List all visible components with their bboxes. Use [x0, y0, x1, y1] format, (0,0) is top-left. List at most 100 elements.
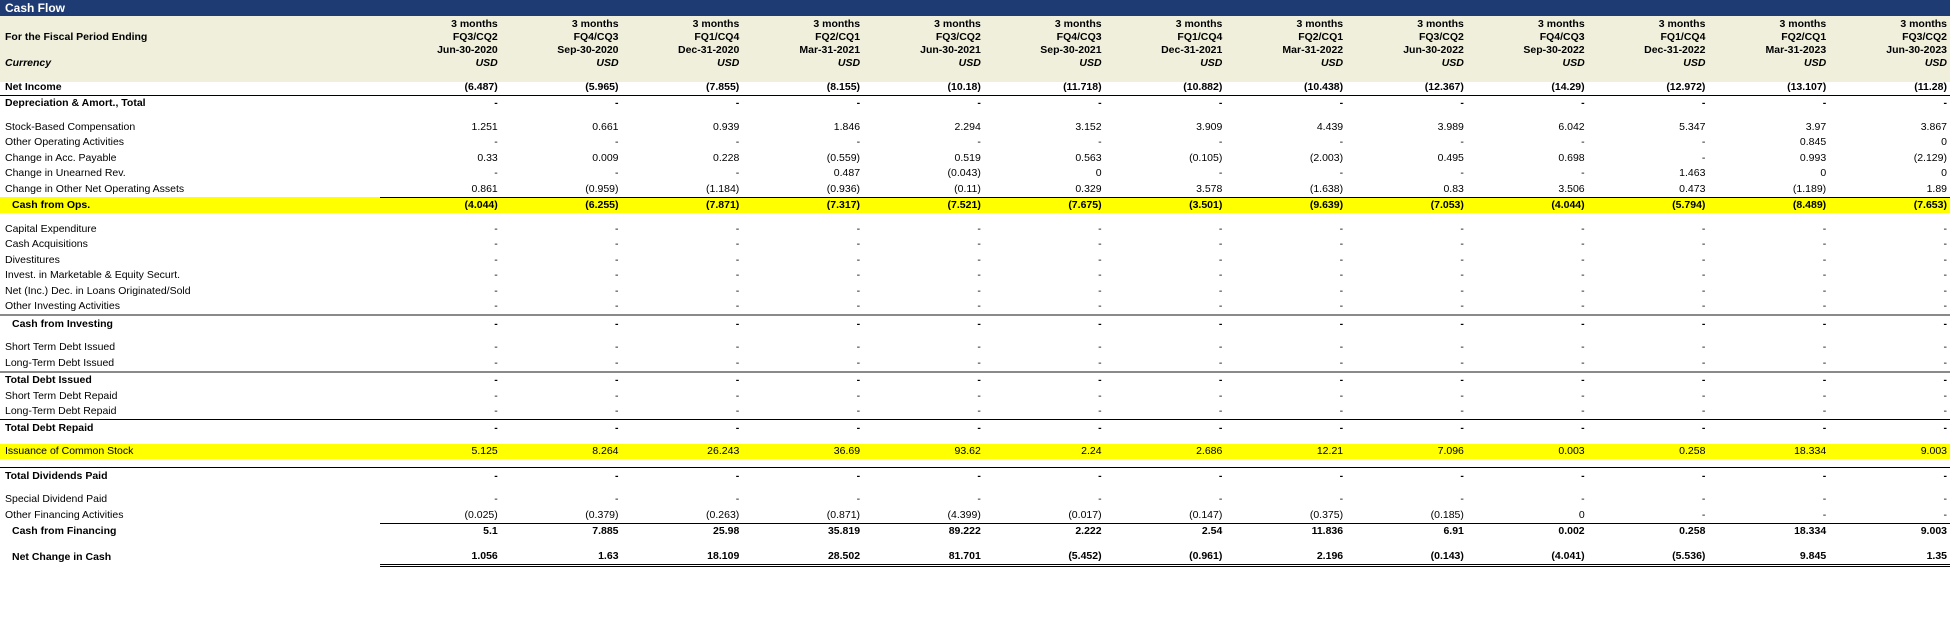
line-item-value: -: [1460, 389, 1464, 402]
period-length: 3 months: [692, 18, 740, 30]
line-item-value: 36.69: [742, 443, 864, 459]
line-item-value: -: [1701, 238, 1706, 251]
fiscal-period-label: For the Fiscal Period Ending: [5, 31, 148, 43]
line-item-value: 0: [1941, 167, 1947, 180]
line-item-value: -: [494, 253, 498, 266]
line-item-value: -: [1339, 253, 1344, 266]
line-item-value: 0.33: [477, 151, 498, 164]
line-item-value: 2.222: [1075, 525, 1102, 538]
line-item-value: -: [1218, 167, 1223, 180]
line-item-value: -: [1581, 374, 1585, 387]
header-spacer: [0, 44, 380, 57]
spacer-cell: [0, 539, 1950, 548]
line-item-value: (0.017): [983, 507, 1105, 524]
line-item-value: (0.871): [742, 507, 864, 524]
line-item-label: Issuance of Common Stock: [0, 443, 380, 459]
line-item-value: -: [735, 374, 740, 387]
line-item-value: 6.042: [1558, 120, 1585, 133]
line-item-label: Net (Inc.) Dec. in Loans Originated/Sold: [5, 284, 191, 297]
line-item-value: -: [1346, 355, 1467, 373]
line-item-value: -: [863, 298, 984, 316]
line-item-label: Depreciation & Amort., Total: [5, 97, 146, 110]
period-fq: FQ1/CQ4: [1660, 31, 1706, 43]
line-item-value: (10.18): [863, 79, 984, 96]
line-item-value: -: [1218, 253, 1223, 266]
line-item-value: 8.264: [500, 443, 622, 459]
line-item-value: (5.536): [1587, 548, 1709, 567]
line-item-row: Other Operating Activities - - - - - - - - - - - 0.8…: [0, 135, 1950, 151]
line-item-value: -: [1218, 222, 1223, 235]
line-item-value: -: [856, 421, 861, 434]
line-item-value: -: [977, 222, 981, 235]
header-row: Jun-30-2020 Sep-30-2020 Dec-31-2020 Mar-31-…: [0, 44, 1950, 57]
line-item-value: 0.993: [1799, 151, 1827, 164]
line-item-value: -: [1098, 222, 1102, 235]
line-item-value: 0.473: [1587, 181, 1709, 198]
line-item-value: -: [494, 317, 498, 330]
line-item-value: -: [977, 374, 981, 387]
line-item-value: -: [1822, 284, 1827, 297]
line-item-value: 0.563: [1075, 151, 1102, 164]
line-item-value: -: [1460, 167, 1464, 180]
line-item-value: -: [1701, 493, 1706, 506]
spacer-row: [0, 436, 1950, 444]
line-item-value: -: [1104, 298, 1226, 316]
period-length: 3 months: [1658, 18, 1706, 30]
line-item-value: -: [1701, 269, 1706, 282]
line-item-value: -: [1218, 284, 1223, 297]
line-item-value: -: [615, 253, 619, 266]
line-item-value: -: [1098, 136, 1102, 149]
line-item-label: Invest. in Marketable & Equity Securt.: [5, 269, 181, 282]
period-length: 3 months: [451, 18, 498, 30]
period-length: 3 months: [1417, 18, 1464, 30]
period-currency: USD: [1079, 57, 1102, 69]
spacer-row: [0, 111, 1950, 119]
line-item-row: Change in Unearned Rev. - - - 0.487 (0.043) 0 -…: [0, 166, 1950, 182]
line-item-label: Change in Unearned Rev.: [5, 167, 126, 180]
line-item-value: 0.002: [1558, 525, 1585, 538]
line-item-value: (0.375): [1225, 507, 1347, 524]
header-row: For the Fiscal Period Ending FQ3/CQ2 FQ4/C…: [0, 31, 1950, 44]
line-item-value: -: [1581, 389, 1585, 402]
line-item-value: (0.11): [863, 181, 984, 198]
line-item-value: 0.519: [954, 151, 981, 164]
line-item-value: -: [977, 317, 981, 330]
line-item-label: Other Operating Activities: [5, 136, 125, 149]
period-length: 3 months: [1054, 18, 1102, 30]
period-currency: USD: [1562, 57, 1585, 69]
line-item-value: -: [380, 355, 501, 373]
line-item-value: -: [615, 284, 619, 297]
line-item-value: 0.661: [592, 120, 619, 133]
line-item-value: -: [1822, 493, 1827, 506]
period-fq: FQ2/CQ1: [1781, 31, 1827, 43]
line-item-row: Cash Acquisitions - - - - - - - - - - - - -: [0, 237, 1950, 253]
line-item-value: -: [1581, 421, 1585, 434]
line-item-value: -: [494, 269, 498, 282]
line-item-value: -: [1218, 469, 1223, 482]
period-currency: USD: [596, 57, 619, 69]
period-date: Mar-31-2022: [1282, 44, 1344, 56]
line-item-value: (11.718): [983, 79, 1105, 96]
spacer-cell: [0, 436, 1950, 444]
line-item-label: Special Dividend Paid: [5, 493, 108, 506]
line-item-row: Total Dividends Paid - - - - - - - - - - - - -: [0, 468, 1950, 484]
line-item-value: 0.487: [833, 167, 861, 180]
line-item-value: -: [1460, 493, 1464, 506]
line-item-value: -: [1218, 136, 1223, 149]
line-item-value: 3.152: [1075, 120, 1102, 133]
line-item-value: -: [1943, 97, 1948, 110]
line-item-value: -: [494, 493, 498, 506]
line-item-value: -: [863, 403, 984, 420]
period-date: Sep-30-2022: [1523, 44, 1585, 56]
line-item-value: -: [1460, 469, 1464, 482]
line-item-value: -: [1098, 341, 1102, 354]
line-item-value: 11.836: [1311, 525, 1344, 538]
line-item-value: -: [1943, 238, 1948, 251]
line-item-value: 0: [1941, 136, 1947, 149]
line-item-value: -: [615, 493, 619, 506]
line-item-value: -: [735, 493, 740, 506]
line-item-label: Change in Other Net Operating Assets: [5, 183, 185, 195]
line-item-value: 0.003: [1466, 443, 1588, 459]
line-item-value: -: [983, 403, 1105, 420]
